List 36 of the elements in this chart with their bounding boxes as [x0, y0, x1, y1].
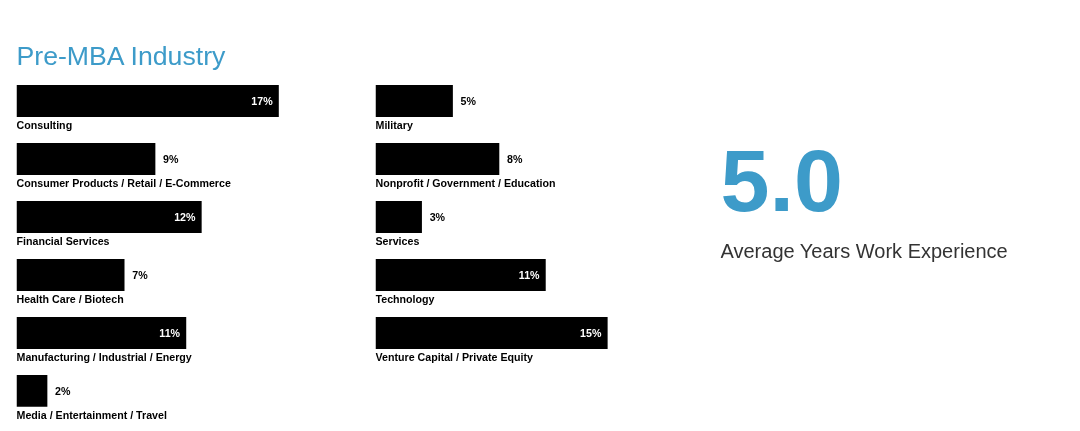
category-label: Venture Capital / Private Equity — [375, 350, 534, 363]
category-label: Financial Services — [16, 234, 110, 247]
data-label: 12% — [174, 210, 197, 223]
data-label: 11% — [518, 268, 541, 281]
bar — [16, 143, 156, 175]
data-label: 11% — [159, 326, 181, 339]
chart-title: Pre-MBA Industry — [16, 40, 227, 71]
data-label: 15% — [580, 326, 602, 339]
data-label: 3% — [429, 210, 446, 223]
text: Average Years Work Experience — [720, 240, 1008, 263]
data-label: 9% — [163, 152, 180, 165]
category-label: Media / Entertainment / Travel — [16, 408, 167, 421]
data-label: 2% — [55, 384, 71, 397]
bar — [375, 201, 422, 233]
category-label: Technology — [375, 292, 435, 305]
category-label: Services — [375, 234, 420, 247]
data-label: 8% — [507, 152, 523, 165]
bar — [16, 374, 48, 407]
data-label: 7% — [132, 268, 149, 281]
bar — [375, 259, 546, 291]
category-label: Consulting — [16, 118, 73, 131]
category-label: Nonprofit / Government / Education — [375, 176, 556, 189]
category-label: Manufacturing / Industrial / Energy — [16, 350, 192, 363]
bar — [16, 85, 279, 117]
category-label: Military — [375, 118, 413, 131]
bar — [375, 143, 500, 175]
bar — [16, 316, 187, 349]
bar — [16, 259, 125, 291]
category-label: Health Care / Biotech — [16, 292, 124, 305]
category-label: Consumer Products / Retail / E-Commerce — [16, 176, 231, 189]
text: 5.0 — [720, 130, 843, 230]
data-label: 17% — [251, 95, 274, 108]
bar — [375, 85, 453, 117]
data-label: 5% — [460, 95, 477, 108]
bar — [16, 201, 202, 233]
bar — [375, 316, 608, 349]
